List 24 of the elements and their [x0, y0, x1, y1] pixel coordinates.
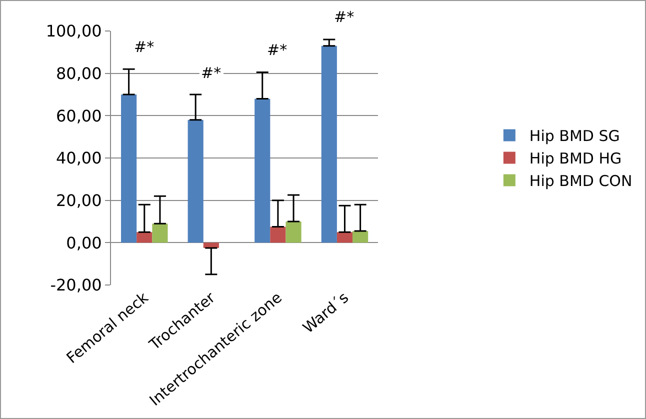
annotation: #* [267, 41, 288, 59]
bar [188, 120, 204, 243]
y-tick-label: -20,00 [50, 276, 102, 295]
bar [152, 224, 168, 243]
bar [254, 98, 270, 243]
legend-label: Hip BMD CON [529, 172, 632, 190]
y-tick-label: 20,00 [56, 190, 102, 210]
bar [121, 94, 137, 243]
bar [136, 232, 152, 243]
bar [352, 231, 368, 243]
legend-label: Hip BMD SG [529, 127, 620, 146]
y-tick-label: 80,00 [56, 64, 102, 83]
y-tick-label: 0,00 [66, 233, 102, 252]
bar [286, 222, 302, 243]
annotation: #* [134, 38, 155, 56]
bar [321, 46, 337, 243]
legend-label: Hip BMD HG [529, 150, 622, 168]
text: #* [334, 8, 355, 26]
bar [336, 232, 353, 243]
y-tick-label: 100,00 [46, 22, 102, 41]
y-tick-label: 40,00 [56, 148, 102, 168]
y-tick-label: 60,00 [56, 106, 102, 126]
annotation: #* [201, 64, 222, 82]
bar [270, 226, 286, 243]
